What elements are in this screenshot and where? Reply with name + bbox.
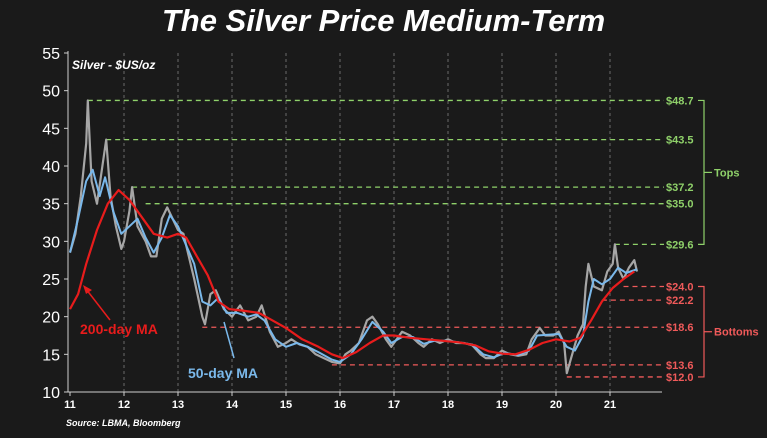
level-lines	[87, 99, 664, 378]
level-label-29.6: $29.6	[666, 239, 694, 251]
tops-group-label: Tops	[714, 167, 739, 179]
level-label-35.0: $35.0	[666, 199, 694, 211]
x-tick-label-20: 20	[550, 399, 562, 411]
series-50-day-ma	[69, 168, 638, 363]
x-tick-label-19: 19	[496, 399, 508, 411]
x-tick-label-15: 15	[280, 399, 292, 411]
x-tick-label-17: 17	[388, 399, 400, 411]
annotations: 200-day MA 50-day MA	[80, 285, 258, 381]
y-tick-label-45: 45	[42, 121, 60, 138]
axes: 10 15 20 25 30 35 40 45 50 55 11 12 13 14 15 16 17 18 19 20…	[42, 46, 662, 411]
series-lines	[68, 99, 639, 375]
level-label-18.6: $18.6	[666, 322, 694, 334]
level-label-43.5: $43.5	[666, 135, 694, 147]
y-axis-label: Silver - $US/oz	[72, 58, 155, 72]
x-tick-label-13: 13	[172, 399, 184, 411]
y-tick-label-40: 40	[42, 159, 60, 176]
level-labels: $48.7 $43.5 $37.2 $35.0 $29.6 $24.0$22.2 $18.6…	[666, 95, 759, 383]
y-tick-label-30: 30	[42, 234, 60, 251]
x-tick-label-14: 14	[226, 399, 239, 411]
y-tick-label-20: 20	[42, 310, 60, 327]
level-label-12.0: $12.0	[666, 372, 694, 384]
x-tick-label-16: 16	[334, 399, 346, 411]
tops-bracket	[698, 99, 705, 245]
x-tick-label-18: 18	[442, 399, 454, 411]
y-tick-label-55: 55	[42, 46, 60, 63]
series-200-day-ma	[69, 189, 635, 360]
level-label-24.0: $24.0	[666, 282, 694, 294]
annotation-200-day-arrow	[85, 288, 111, 321]
annotation-50-day-arrow	[223, 321, 235, 359]
source-note: Source: LBMA, Bloomberg	[66, 418, 181, 428]
annotation-200-day-ma: 200-day MA	[80, 321, 158, 337]
annotation-50-day-ma: 50-day MA	[188, 365, 258, 381]
y-tick-label-50: 50	[42, 84, 60, 101]
bottoms-group-label: Bottoms	[714, 327, 759, 339]
x-tick-label-12: 12	[118, 399, 130, 411]
level-label-37.2: $37.2	[666, 182, 694, 194]
level-label-13.6: $13.6	[666, 360, 694, 372]
level-label-48.7: $48.7	[666, 95, 694, 107]
y-tick-label-10: 10	[42, 385, 60, 402]
bottoms-bracket	[698, 285, 705, 378]
series-silver-price	[68, 99, 639, 375]
level-label-22.2: $22.2	[666, 295, 694, 307]
grid	[123, 53, 611, 392]
y-tick-label-35: 35	[42, 197, 60, 214]
annotation-200-day-arrowhead	[83, 285, 92, 294]
y-tick-label-25: 25	[42, 272, 60, 289]
y-tick-label-15: 15	[42, 347, 60, 364]
x-tick-label-11: 11	[64, 399, 76, 411]
chart-title: The Silver Price Medium-Term	[161, 3, 606, 38]
x-tick-label-21: 21	[604, 399, 616, 411]
